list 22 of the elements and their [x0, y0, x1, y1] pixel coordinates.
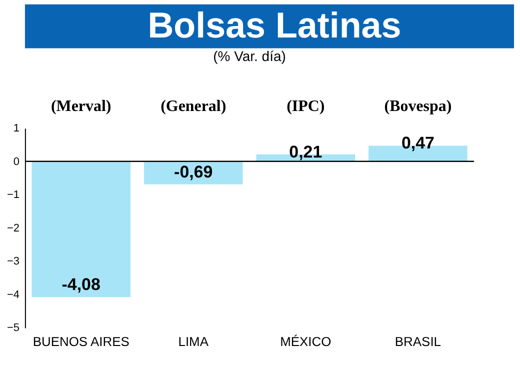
- y-tick-label: −2: [6, 222, 20, 234]
- x-tick-label: BRASIL: [394, 334, 442, 350]
- x-tick-label: MÉXICO: [280, 334, 332, 350]
- y-tick-label: 1: [13, 122, 20, 135]
- data-label: -0,69: [174, 162, 213, 182]
- y-tick-label: −5: [6, 322, 20, 334]
- x-tick-label: BUENOS AIRES: [32, 334, 130, 350]
- text: (Bovespa): [384, 98, 452, 116]
- bar: [32, 161, 130, 298]
- y-tick-label: −1: [6, 189, 20, 202]
- y-tick-label: −3: [6, 256, 20, 268]
- text: (Merval): [50, 98, 112, 116]
- chart-subtitle: (% Var. día): [213, 48, 286, 64]
- text: (General): [160, 98, 226, 116]
- data-label: 0,21: [289, 142, 322, 162]
- data-label: 0,47: [401, 134, 434, 153]
- y-tick-label: −4: [6, 288, 20, 301]
- text: (IPC): [286, 98, 325, 116]
- data-label: -4,08: [62, 275, 100, 294]
- x-tick-label: LIMA: [178, 334, 209, 350]
- y-tick-label: 0: [13, 156, 20, 168]
- chart-title: Bolsas Latinas: [148, 4, 402, 46]
